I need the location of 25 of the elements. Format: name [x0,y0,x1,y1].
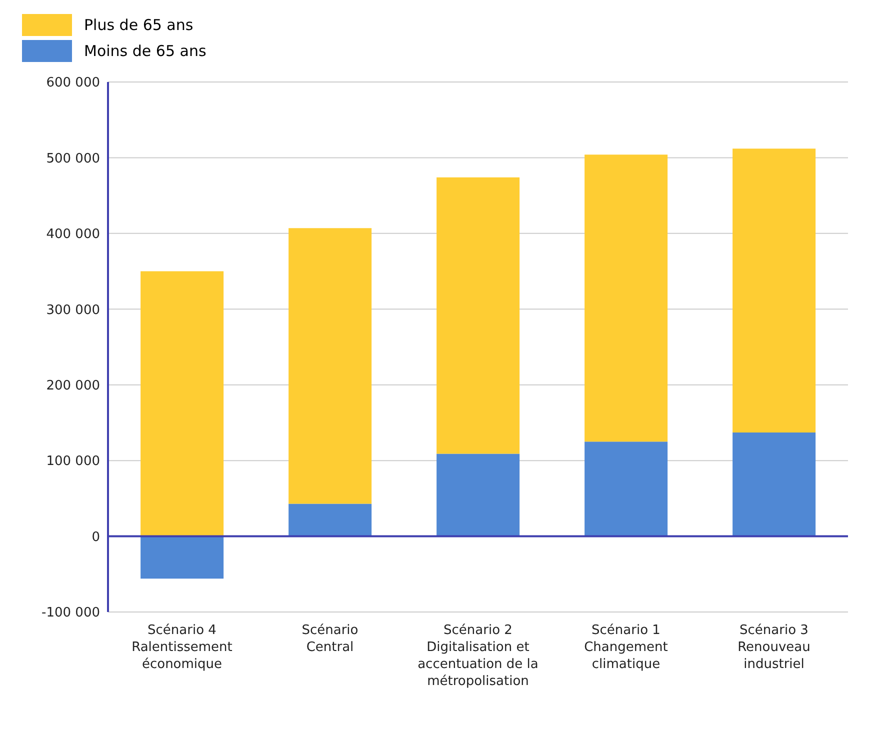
bar [288,228,372,504]
y-tick-label: 500 000 [46,151,100,166]
y-tick-label: 200 000 [46,378,100,394]
x-tick-label: Scénario 4 Ralentissement économique [132,623,232,672]
bar [732,148,816,433]
bar [140,536,224,579]
x-tick-label: Scénario 1 Changement climatique [584,623,668,672]
y-tick-label: 400 000 [46,227,100,242]
bar [288,504,372,536]
bar [732,432,816,536]
y-tick-label: 100 000 [46,454,100,470]
y-tick-label: -100 000 [42,606,100,621]
x-tick-label: Scénario Central [302,623,358,655]
y-tick-label: 600 000 [46,76,100,91]
bar [584,154,668,442]
bar [584,442,668,536]
x-tick-label: Scénario 2 Digitalisation et accentuation de la métropolisation [418,623,538,689]
legend-label: Plus de 65 ans [84,16,194,34]
bar [140,271,224,536]
x-tick-label: Scénario 3 Renouveau industriel [738,623,810,672]
bar [436,177,520,454]
y-tick-label: 300 000 [46,302,100,318]
y-tick-label: 0 [92,530,100,545]
legend-label: Moins de 65 ans [84,42,206,60]
bar [436,454,520,536]
